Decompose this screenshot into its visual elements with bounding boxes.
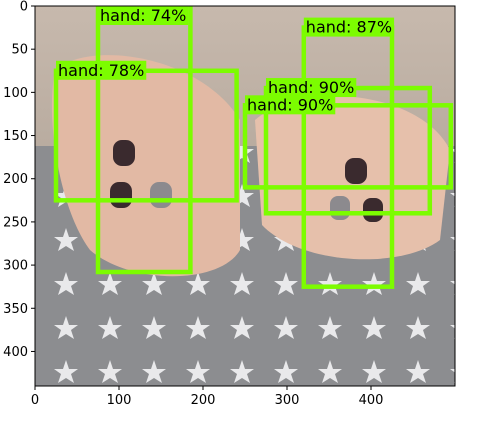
detection-box-1 bbox=[95, 6, 193, 275]
detection-label-1: hand: 74% bbox=[100, 6, 186, 25]
detection-label-2: hand: 87% bbox=[306, 18, 392, 37]
x-axis-ticks: 0 100 200 300 400 bbox=[31, 386, 384, 408]
detection-label-4: hand: 90% bbox=[247, 95, 333, 114]
y-axis-ticks: 0 50 100 150 200 250 300 350 400 bbox=[3, 0, 35, 360]
y-tick-label-5: 250 bbox=[3, 215, 28, 230]
x-tick-label-1: 100 bbox=[107, 393, 132, 408]
y-tick-label-4: 200 bbox=[3, 172, 28, 187]
detection-label-bg-1 bbox=[98, 6, 189, 25]
detection-label-bg-4 bbox=[245, 95, 336, 115]
x-tick-label-2: 200 bbox=[191, 393, 216, 408]
detection-layer: hand: 78% hand: 74% hand: 87% hand: 90%hand… bbox=[53, 6, 454, 289]
x-tick-label-3: 300 bbox=[275, 393, 300, 408]
y-tick-label-0: 0 bbox=[20, 0, 28, 15]
axes-frame bbox=[34, 5, 456, 387]
detection-label-bg-3 bbox=[266, 78, 357, 98]
x-tick-label-0: 0 bbox=[31, 393, 39, 408]
detection-label-bg-0 bbox=[56, 60, 147, 80]
y-tick-label-7: 350 bbox=[3, 302, 28, 317]
detection-label-bg-2 bbox=[303, 17, 395, 37]
y-tick-label-1: 50 bbox=[11, 43, 28, 58]
y-tick-label-2: 100 bbox=[3, 86, 28, 101]
detection-box-0 bbox=[53, 68, 239, 203]
y-tick-label-6: 300 bbox=[3, 259, 28, 274]
x-tick-label-4: 400 bbox=[359, 393, 384, 408]
detection-box-4 bbox=[242, 103, 454, 190]
detection-label-3: hand: 90% bbox=[268, 78, 354, 97]
y-tick-label-3: 150 bbox=[3, 129, 28, 144]
detection-label-0: hand: 78% bbox=[58, 61, 144, 80]
y-tick-label-8: 400 bbox=[3, 345, 28, 360]
